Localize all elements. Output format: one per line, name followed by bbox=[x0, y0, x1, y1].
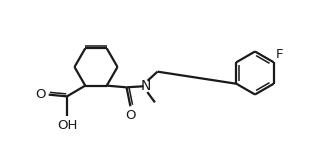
Text: F: F bbox=[276, 48, 284, 61]
Text: OH: OH bbox=[57, 119, 77, 132]
Text: N: N bbox=[141, 79, 151, 93]
Text: O: O bbox=[36, 88, 46, 101]
Text: O: O bbox=[125, 109, 136, 122]
